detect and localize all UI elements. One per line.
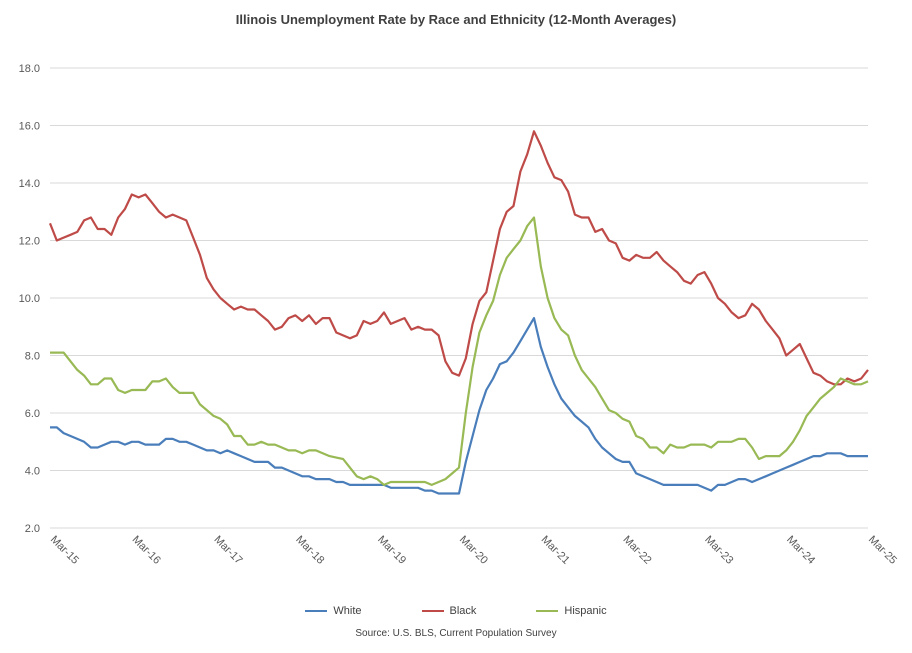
x-tick-label: Mar-19 [375,534,408,567]
x-tick-label: Mar-15 [48,534,81,567]
legend-item-white: White [305,605,362,617]
x-tick-label: Mar-22 [620,534,653,567]
x-tick-label: Mar-20 [457,534,490,567]
y-tick-label: 18.0 [19,63,40,75]
x-tick-label: Mar-24 [784,534,817,567]
legend-item-hispanic: Hispanic [536,605,607,617]
x-tick-label: Mar-21 [539,534,572,567]
y-tick-label: 8.0 [25,351,40,363]
x-tick-label: Mar-17 [211,534,244,567]
chart-title: Illinois Unemployment Rate by Race and E… [235,12,677,27]
source-note: Source: U.S. BLS, Current Population Sur… [355,628,557,639]
series-line-hispanic [50,216,869,486]
y-tick-label: 14.0 [19,178,40,190]
series-line-white [50,317,868,495]
y-tick-label: 4.0 [25,466,40,478]
x-tick-label: Mar-25 [866,534,899,567]
x-tick-label: Mar-16 [130,534,163,567]
series-line-black [48,130,869,386]
y-tick-label: 12.0 [19,236,40,248]
legend-swatch [305,610,328,612]
line-chart: 2.0 4.0 6.0 8.0 10.0 12.0 14.0 16.0 18.0 Mar-15 Ma… [19,63,899,567]
legend-label: Black [449,605,477,617]
legend-swatch [536,610,559,612]
y-tick-label: 6.0 [25,408,40,420]
legend-label: Hispanic [564,605,607,617]
legend: White Black Hispanic [0,605,912,617]
legend-swatch [421,610,444,612]
x-tick-label: Mar-23 [702,534,735,567]
legend-item-black: Black [421,605,477,617]
y-tick-label: 2.0 [25,523,40,535]
y-tick-label: 10.0 [19,293,40,305]
x-tick-label: Mar-18 [293,534,326,567]
legend-label: White [333,605,362,617]
y-tick-label: 16.0 [19,121,40,133]
